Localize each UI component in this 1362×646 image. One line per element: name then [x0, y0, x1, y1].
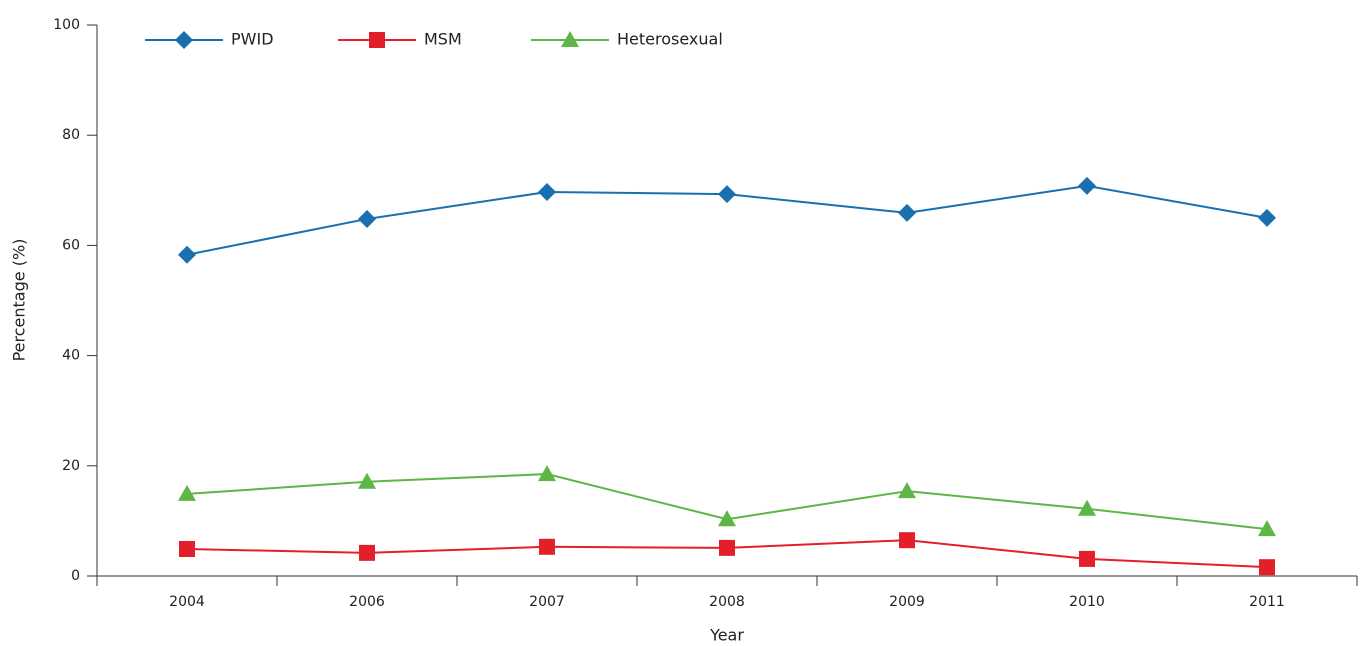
x-tick-label: 2010	[1069, 594, 1105, 610]
point	[539, 538, 555, 555]
point	[1079, 550, 1095, 567]
x-tick-label: 2007	[529, 594, 565, 610]
legend-label: Heterosexual	[617, 30, 723, 49]
legend-marker	[561, 31, 579, 47]
point	[719, 539, 735, 556]
x-tick-label: 2011	[1249, 594, 1285, 610]
point	[899, 532, 915, 549]
y-axis-label: Percentage (%)	[10, 239, 29, 362]
point	[1078, 176, 1096, 195]
legend-label: MSM	[424, 30, 462, 49]
point	[1078, 499, 1096, 516]
y-tick-label: 80	[62, 127, 80, 143]
legend-label: PWID	[231, 30, 274, 49]
point	[718, 185, 736, 204]
point	[898, 203, 916, 222]
point	[898, 482, 916, 499]
point	[538, 465, 556, 482]
x-tick-label: 2009	[889, 594, 925, 610]
y-tick-label: 60	[62, 237, 80, 253]
point	[1259, 559, 1275, 576]
legend-marker	[175, 31, 193, 49]
point	[358, 209, 376, 228]
y-tick-label: 0	[71, 568, 80, 584]
x-tick-label: 2006	[349, 594, 385, 610]
point	[178, 484, 196, 501]
x-tick-label: 2004	[169, 594, 205, 610]
point	[718, 510, 736, 527]
legend-marker	[369, 32, 385, 48]
point	[179, 541, 195, 558]
point	[538, 182, 556, 201]
y-tick-label: 100	[53, 17, 80, 33]
y-tick-label: 20	[62, 458, 80, 474]
point	[1258, 208, 1276, 227]
point	[1258, 520, 1276, 537]
x-axis-label: Year	[709, 626, 744, 645]
point	[178, 245, 196, 264]
point	[358, 472, 376, 489]
y-tick-label: 40	[62, 348, 80, 364]
x-tick-label: 2008	[709, 594, 745, 610]
point	[359, 544, 375, 561]
